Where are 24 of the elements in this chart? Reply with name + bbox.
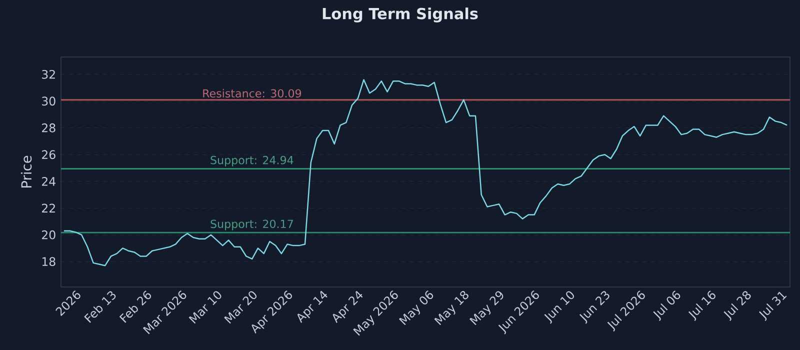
ref-line-label: Support: 24.94 [210, 156, 294, 166]
y-tick-label: 30 [42, 96, 56, 106]
x-tick-label: Apr 24 [332, 290, 363, 324]
chart-title: Long Term Signals [322, 8, 478, 22]
x-tick-label: Jul 16 [688, 290, 716, 322]
y-tick-label: 20 [42, 230, 56, 240]
x-tick-label: Feb 26 [119, 290, 152, 323]
y-tick-label: 32 [42, 70, 55, 79]
y-tick-label: 18 [42, 257, 56, 266]
x-tick-label: Jul 28 [724, 291, 751, 322]
y-tick-label: 28 [42, 123, 56, 132]
x-tick-label: Jun 10 [544, 291, 574, 324]
x-tick-label: Feb 13 [84, 291, 116, 323]
y-tick-label: 26 [42, 150, 56, 160]
y-tick-label: 22 [42, 204, 55, 212]
y-tick-label: 24 [42, 177, 56, 186]
y-axis-title: Price [20, 156, 32, 188]
ref-line-label: Resistance: 30.09 [203, 89, 302, 98]
x-tick-label: Mar 10 [188, 291, 222, 324]
ref-line-label: Support: 20.17 [210, 220, 293, 230]
x-tick-label: Jul 06 [653, 290, 680, 322]
x-tick-label: Apr 14 [297, 290, 328, 323]
x-tick-label: Mar 20 [224, 291, 257, 324]
x-tick-label: Jul 31 [758, 292, 787, 322]
